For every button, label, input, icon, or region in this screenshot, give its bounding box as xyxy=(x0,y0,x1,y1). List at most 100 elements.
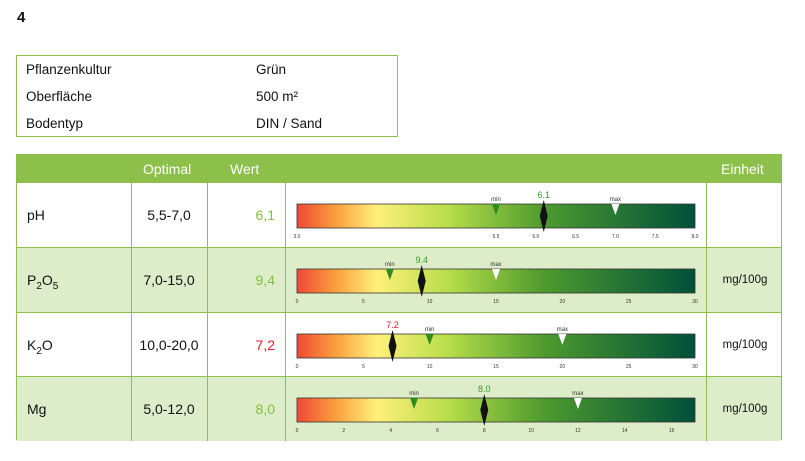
optimal-range: 10,0-20,0 xyxy=(139,337,199,353)
min-marker xyxy=(385,269,394,280)
unit: mg/100g xyxy=(722,403,768,415)
min-label: min xyxy=(425,327,435,333)
table-row-ph: pH 5,5-7,0 6,1 3.0 5.5 6.0 6.5 7.0 7.5 8.0 min m… xyxy=(17,183,781,247)
max-label: max xyxy=(572,391,583,397)
divider xyxy=(17,247,781,248)
unit: mg/100g xyxy=(722,274,768,286)
tick-label: 25 xyxy=(626,299,632,305)
table-row-k2o: K2O 10,0-20,0 7,2 0 5 10 15 20 25 30 min max 7.2 … xyxy=(17,313,781,377)
tick-label: 15 xyxy=(493,299,499,305)
table-header: Optimal Wert Einheit xyxy=(17,155,781,183)
max-label: max xyxy=(490,262,501,268)
tick-label: 30 xyxy=(692,299,698,305)
tick-label: 5 xyxy=(362,299,365,305)
value-label: 7.2 xyxy=(386,320,399,330)
table-row-p2o5: P2O5 7,0-15,0 9,4 0 5 10 15 20 25 30 min max 9.4 … xyxy=(17,248,781,312)
tick-label: 6 xyxy=(436,428,439,434)
info-label: Oberfläche xyxy=(26,89,93,104)
param-name: pH xyxy=(27,207,45,223)
tick-label: 6.5 xyxy=(572,234,579,240)
header-optimal: Optimal xyxy=(143,161,192,177)
min-marker xyxy=(492,204,500,215)
header-einheit: Einheit xyxy=(721,161,764,177)
max-label: max xyxy=(557,327,568,333)
measured-value: 6,1 xyxy=(255,207,275,223)
tick-label: 30 xyxy=(692,364,698,370)
gauge-ph: 3.0 5.5 6.0 6.5 7.0 7.5 8.0 min max 6.1 xyxy=(294,190,699,240)
value-label: 9.4 xyxy=(415,255,428,265)
max-marker xyxy=(611,204,620,215)
min-label: min xyxy=(409,391,419,397)
info-value: 500 m² xyxy=(256,89,299,104)
max-label: max xyxy=(610,197,621,203)
param-name: K2O xyxy=(27,337,53,357)
info-row-oberflaeche: Oberfläche 500 m² xyxy=(17,83,397,109)
page-number: 4 xyxy=(17,9,26,26)
info-label: Bodentyp xyxy=(26,116,84,131)
tick-label: 2 xyxy=(342,428,345,434)
optimal-range: 5,5-7,0 xyxy=(147,207,191,223)
tick-label: 5 xyxy=(362,364,365,370)
gauge-k2o: 0 5 10 15 20 25 30 min max 7.2 xyxy=(296,320,698,370)
tick-label: 0 xyxy=(296,428,299,434)
tick-label: 4 xyxy=(389,428,392,434)
gauge-bar xyxy=(296,333,696,359)
optimal-range: 7,0-15,0 xyxy=(143,272,195,288)
measured-value: 9,4 xyxy=(255,272,275,288)
tick-label: 10 xyxy=(528,428,534,434)
measured-value: 8,0 xyxy=(255,401,275,417)
tick-label: 12 xyxy=(575,428,581,434)
tick-label: 8 xyxy=(483,428,486,434)
measured-value: 7,2 xyxy=(255,337,275,353)
gauge-p2o5: 0 5 10 15 20 25 30 min max 9.4 xyxy=(296,255,698,305)
divider xyxy=(207,183,208,441)
tick-label: 25 xyxy=(626,364,632,370)
divider xyxy=(131,183,132,441)
tick-label: 20 xyxy=(560,299,566,305)
tick-label: 15 xyxy=(493,364,499,370)
tick-label: 0 xyxy=(296,364,299,370)
value-marker xyxy=(539,200,548,232)
max-marker xyxy=(558,334,567,345)
info-box: Pflanzenkultur Grün Oberfläche 500 m² Bo… xyxy=(16,55,398,137)
table-row-mg: Mg 5,0-12,0 8,0 0 2 4 6 8 10 12 14 16 min max 8.0 m… xyxy=(17,377,781,441)
min-marker xyxy=(410,398,419,409)
param-name: P2O5 xyxy=(27,272,59,292)
value-marker xyxy=(480,394,489,426)
min-marker xyxy=(425,334,434,345)
divider xyxy=(17,376,781,377)
tick-label: 16 xyxy=(669,428,675,434)
tick-label: 20 xyxy=(560,364,566,370)
info-value: DIN / Sand xyxy=(256,116,323,131)
unit: mg/100g xyxy=(722,339,768,351)
min-label: min xyxy=(491,197,501,203)
min-label: min xyxy=(385,262,395,268)
info-value: Grün xyxy=(256,62,287,77)
info-row-bodentyp: Bodentyp DIN / Sand xyxy=(17,110,397,136)
info-row-kultur: Pflanzenkultur Grün xyxy=(17,56,397,82)
tick-label: 10 xyxy=(427,364,433,370)
tick-label: 0 xyxy=(296,299,299,305)
divider xyxy=(706,183,707,441)
max-marker xyxy=(573,398,582,409)
value-label: 8.0 xyxy=(478,384,491,394)
divider xyxy=(17,312,781,313)
tick-label: 7.0 xyxy=(612,234,619,240)
tick-label: 7.5 xyxy=(652,234,659,240)
gauge-bar xyxy=(296,397,696,423)
info-label: Pflanzenkultur xyxy=(26,62,112,77)
tick-label: 3.0 xyxy=(294,234,301,240)
value-label: 6.1 xyxy=(538,190,551,200)
divider xyxy=(285,183,286,441)
tick-label: 8.0 xyxy=(692,234,699,240)
value-marker xyxy=(388,330,397,362)
tick-label: 5.5 xyxy=(493,234,500,240)
gauge-mg: 0 2 4 6 8 10 12 14 16 min max 8.0 xyxy=(296,384,696,434)
tick-label: 10 xyxy=(427,299,433,305)
tick-label: 6.0 xyxy=(532,234,539,240)
header-wert: Wert xyxy=(230,161,260,177)
param-name: Mg xyxy=(27,401,47,417)
analysis-table: Optimal Wert Einheit pH 5,5-7,0 6,1 3.0 5… xyxy=(16,154,782,441)
max-marker xyxy=(492,269,500,280)
value-marker xyxy=(417,265,426,297)
